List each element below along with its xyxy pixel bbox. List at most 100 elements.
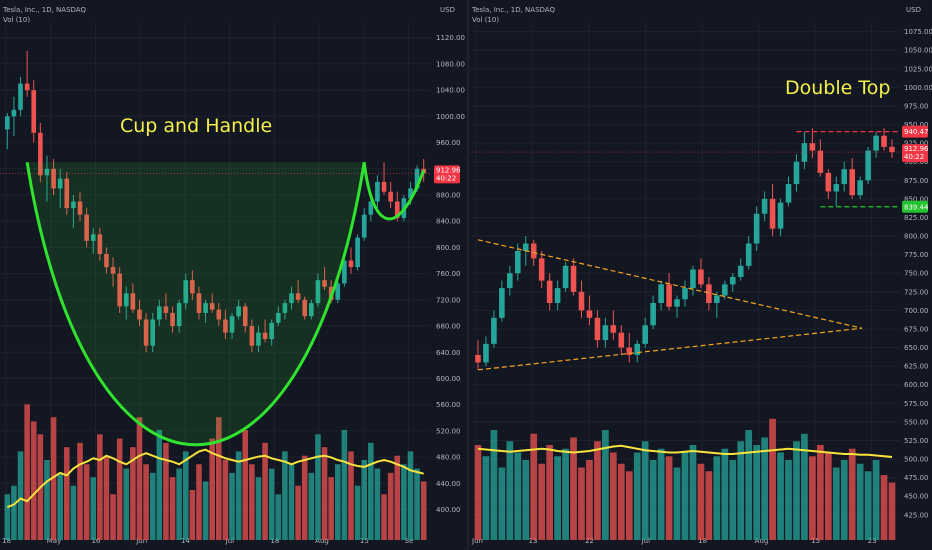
left-candle-body (90, 234, 96, 241)
left-volume-label: Vol (10) (3, 16, 31, 24)
left-candle-body (97, 234, 103, 254)
right-y-tick-label: 675.00 (904, 325, 929, 333)
left-volume-bar (169, 477, 176, 540)
right-y-tick-label: 950.00 (904, 121, 929, 129)
left-y-tick-label: 400.00 (436, 506, 461, 514)
right-y-tick-label: 600.00 (904, 381, 929, 389)
right-y-tick-label: 500.00 (904, 456, 929, 464)
right-y-tick-label: 525.00 (904, 437, 929, 445)
left-candle-body (342, 260, 347, 284)
right-volume-bar (562, 448, 569, 540)
handle-curve (362, 162, 426, 221)
left-volume-bar (301, 455, 308, 540)
right-candle-body (690, 269, 696, 289)
left-volume-bar (229, 472, 235, 540)
left-y-tick-label: 600.00 (436, 375, 461, 383)
right-y-tick-label: 425.00 (904, 511, 929, 519)
left-last-price-value: 912.96 (436, 166, 461, 174)
right-candle-body (618, 332, 625, 348)
left-y-tick-label: 680.00 (436, 323, 461, 331)
right-volume-bar (498, 467, 506, 540)
right-volume-bar (697, 463, 705, 540)
right-y-tick-label: 1000.00 (904, 84, 932, 92)
right-volume-bar (705, 471, 713, 540)
right-y-tick-label: 750.00 (904, 270, 929, 278)
left-volume-bar (288, 464, 295, 540)
left-y-tick-label: 1040.00 (436, 87, 465, 95)
left-candle-body (157, 306, 162, 320)
left-x-tick-label: Se (405, 537, 414, 545)
right-candle-body (833, 184, 840, 192)
right-candle-body (499, 288, 505, 318)
right-candle-body (586, 310, 593, 318)
right-volume-bar (793, 441, 800, 540)
left-volume-bar (407, 451, 414, 540)
right-candle-body (737, 265, 744, 277)
left-volume-bar (149, 472, 156, 540)
left-x-tick-label: 15 (360, 537, 369, 545)
left-volume-bar (282, 451, 288, 540)
right-volume-bar (801, 433, 808, 540)
right-candle-body (530, 243, 537, 259)
left-candle-body (31, 90, 37, 133)
right-y-tick-label: 825.00 (904, 214, 929, 222)
right-volume-bar (641, 441, 649, 540)
right-candle-body (650, 302, 656, 326)
right-volume-bar (673, 467, 681, 540)
left-candle-body (51, 168, 56, 189)
left-volume-bar (116, 438, 123, 540)
triangle-lower-line (477, 327, 863, 371)
right-candle-body (610, 325, 617, 333)
resistance-value: 940.47 (904, 128, 929, 136)
left-volume-bar (24, 404, 30, 540)
right-x-tick-label: Jun (471, 537, 483, 545)
right-candle-body (666, 284, 672, 307)
left-candle-body (77, 201, 83, 215)
left-candle-body (38, 132, 43, 176)
right-volume-label: Vol (10) (472, 16, 500, 24)
right-volume-bar (609, 452, 617, 540)
left-y-tick-label: 560.00 (436, 401, 461, 409)
right-candle-body (634, 343, 641, 355)
left-volume-bar (361, 460, 367, 540)
left-volume-ma-line (6, 448, 424, 509)
right-candle-body (674, 299, 680, 307)
left-candle-body (44, 168, 50, 176)
left-candle-body (242, 306, 248, 327)
right-candle-body (546, 280, 553, 303)
right-y-tick-label: 625.00 (904, 363, 929, 371)
left-candle-body (315, 280, 321, 304)
left-candle-body (309, 303, 314, 317)
right-candle-body (849, 169, 855, 196)
right-x-tick-label: 23 (868, 537, 877, 545)
left-volume-bar (196, 464, 202, 540)
left-candle-body (223, 319, 228, 333)
right-x-tick-label: 18 (698, 537, 707, 545)
right-candle-body (785, 184, 792, 203)
right-volume-bar (880, 475, 888, 540)
right-volume-bar (633, 452, 641, 540)
left-candle-body (143, 319, 149, 346)
left-volume-bar (50, 417, 57, 540)
left-volume-bar (235, 451, 242, 540)
left-volume-bar (64, 447, 70, 540)
left-candle-body (150, 319, 156, 346)
left-candle-body (408, 188, 413, 199)
right-volume-bar (769, 418, 776, 540)
right-candle-body (793, 161, 800, 185)
left-volume-bar (368, 442, 374, 540)
right-candle-body (865, 150, 871, 181)
right-candle-body (761, 198, 768, 214)
left-volume-bar (275, 494, 282, 540)
left-candle-body (381, 181, 387, 192)
left-candle-body (256, 332, 261, 346)
left-volume-bar (334, 464, 341, 540)
right-volume-bar (840, 460, 848, 540)
left-volume-bar (420, 481, 427, 540)
right-candle-body (626, 347, 633, 355)
right-volume-bar (546, 445, 553, 540)
left-x-tick-label: Jun (135, 537, 147, 545)
right-y-tick-label: 550.00 (904, 418, 929, 426)
